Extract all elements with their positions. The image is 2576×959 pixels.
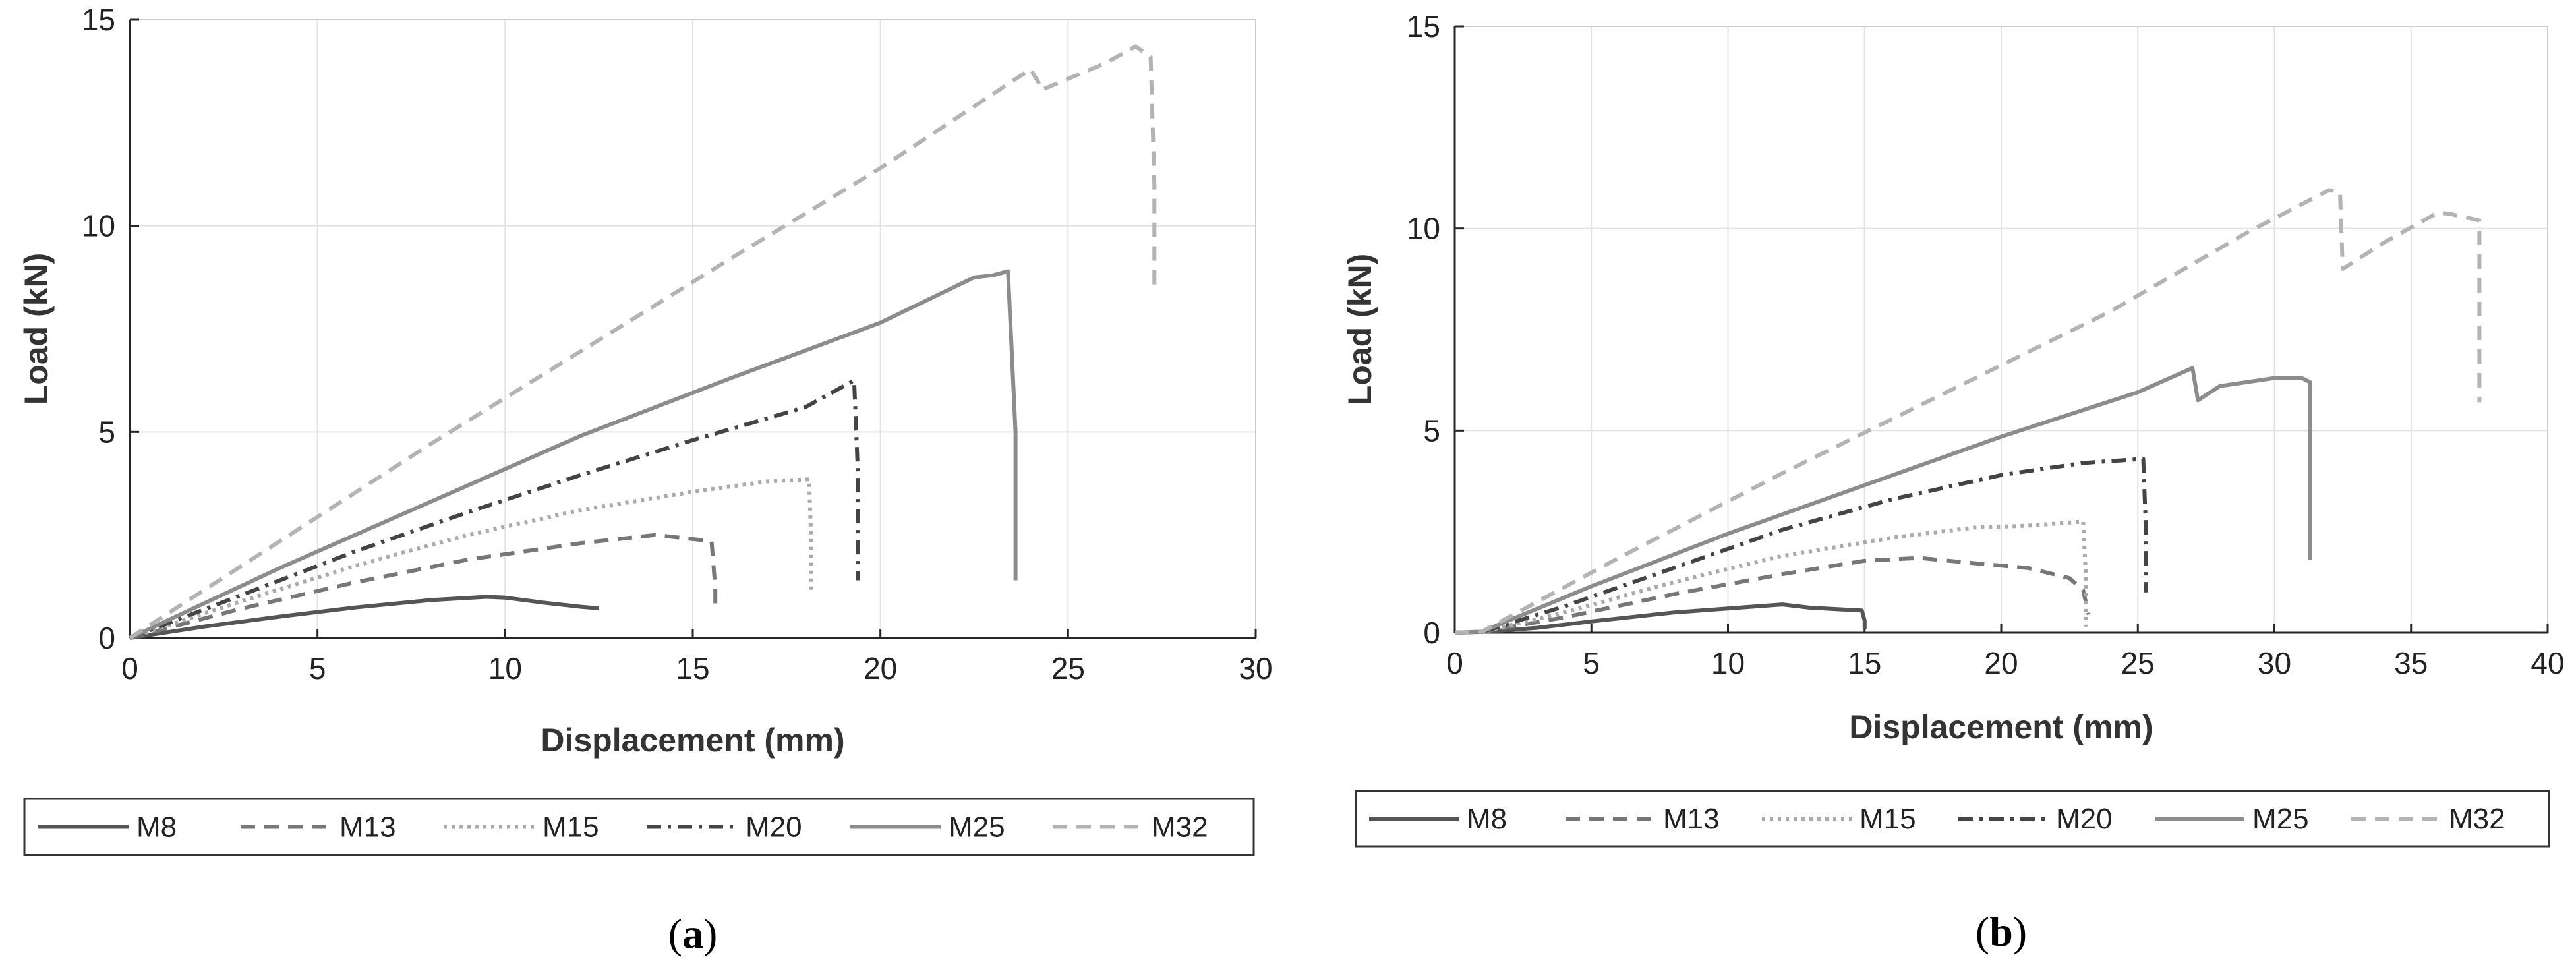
y-tick-label-a-0: 0: [98, 621, 115, 655]
x-tick-label-b-20: 20: [1984, 646, 2018, 680]
panel-letter-a: a: [682, 910, 703, 957]
grid-b: [1454, 26, 2548, 633]
x-tick-label-a-10: 10: [488, 651, 522, 685]
legend-label-a-m25: M25: [949, 811, 1005, 844]
y-tick-label-b-15: 15: [1407, 9, 1440, 44]
x-tick-labels-a: 0 5 10 15 20 25 30: [121, 651, 1272, 685]
panel-label-a: (a): [668, 910, 718, 957]
legend-label-a-m15: M15: [542, 811, 599, 844]
panel-letter-b: b: [1989, 908, 2013, 955]
series-line-a-m20: [129, 378, 860, 640]
series-lines-a: [129, 44, 1157, 640]
series-line-a-m32: [129, 44, 1157, 640]
legend-label-b-m32: M32: [2449, 803, 2505, 835]
x-tick-label-b-15: 15: [1848, 646, 1881, 680]
series-line-b-m25: [1454, 366, 2312, 635]
y-tick-labels-a: 0 5 10 15: [82, 3, 115, 655]
series-line-a-m25: [129, 269, 1018, 640]
axes-b: [1453, 25, 2549, 634]
x-tick-labels-b: 0 5 10 15 20 25 30 35 40: [1446, 646, 2564, 680]
series-line-b-m15: [1454, 519, 2088, 635]
x-tick-label-a-0: 0: [121, 651, 138, 685]
y-tick-label-a-5: 5: [98, 415, 115, 449]
legend-label-b-m20: M20: [2056, 803, 2113, 835]
y-tick-label-a-10: 10: [82, 209, 115, 243]
series-line-b-m13: [1454, 556, 2091, 635]
legend-label-b-m13: M13: [1663, 803, 1720, 835]
x-tick-label-a-30: 30: [1239, 651, 1272, 685]
grid-a: [129, 19, 1256, 639]
series-line-b-m20: [1454, 457, 2148, 635]
y-tick-label-b-5: 5: [1423, 413, 1440, 448]
y-tick-label-b-0: 0: [1423, 616, 1440, 650]
series-line-b-m8: [1454, 602, 1867, 635]
x-tick-label-a-5: 5: [309, 651, 326, 685]
chart-panel-a: 0 5 10 15 20 25 30 0 5 10 15 Displacement (mm) Lo…: [18, 3, 1273, 957]
legend-label-a-m8: M8: [136, 811, 177, 844]
x-tick-label-b-5: 5: [1583, 646, 1600, 680]
legend-label-b-m8: M8: [1467, 803, 1507, 835]
legend-box-a: [23, 798, 1255, 856]
x-tick-label-b-25: 25: [2121, 646, 2155, 680]
legend-b: M8 M13 M15 M20 M25 M32: [1355, 790, 2550, 848]
legend-box-b: [1355, 790, 2550, 848]
x-tick-label-b-35: 35: [2394, 646, 2428, 680]
x-tick-label-a-25: 25: [1051, 651, 1085, 685]
x-tick-label-b-0: 0: [1446, 646, 1463, 680]
x-axis-title-b: Displacement (mm): [1849, 709, 2153, 745]
chart-panel-b: 0 5 10 15 20 25 30 35 40 0 5 10 15 Displacement (mm…: [1341, 9, 2565, 955]
x-tick-label-b-30: 30: [2258, 646, 2291, 680]
panel-label-b: (b): [1976, 908, 2027, 955]
legend-label-a-m20: M20: [746, 811, 802, 844]
y-tick-labels-b: 0 5 10 15: [1407, 9, 1440, 650]
y-tick-label-b-10: 10: [1407, 212, 1440, 246]
y-tick-label-a-15: 15: [82, 3, 115, 37]
legend-label-b-m25: M25: [2252, 803, 2309, 835]
x-tick-label-b-40: 40: [2531, 646, 2564, 680]
series-line-b-m32: [1454, 188, 2482, 635]
series-lines-b: [1454, 188, 2482, 635]
x-axis-title-a: Displacement (mm): [541, 722, 844, 759]
series-line-a-m8: [129, 595, 599, 640]
series-line-a-m13: [129, 533, 718, 640]
x-tick-label-a-20: 20: [864, 651, 897, 685]
legend-a: M8 M13 M15 M20 M25 M32: [23, 798, 1255, 856]
legend-label-b-m15: M15: [1859, 803, 1916, 835]
series-line-a-m15: [129, 477, 813, 640]
x-tick-label-a-15: 15: [676, 651, 709, 685]
y-axis-title-b: Load (kN): [1341, 254, 1378, 406]
x-tick-label-b-10: 10: [1711, 646, 1745, 680]
legend-label-a-m32: M32: [1152, 811, 1208, 844]
y-axis-title-a: Load (kN): [18, 253, 55, 405]
legend-label-a-m13: M13: [339, 811, 396, 844]
axes-a: [129, 18, 1257, 639]
